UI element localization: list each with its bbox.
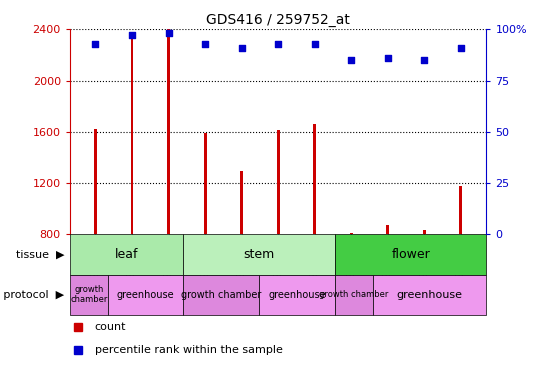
Point — [456, 45, 465, 51]
Bar — [183, 234, 335, 274]
Point — [91, 41, 100, 46]
Bar — [94, 129, 97, 337]
Bar — [183, 274, 259, 315]
Bar — [70, 234, 183, 274]
Bar — [335, 234, 486, 274]
Bar — [203, 133, 206, 337]
Title: GDS416 / 259752_at: GDS416 / 259752_at — [206, 13, 350, 27]
Bar — [350, 233, 353, 337]
Text: greenhouse: greenhouse — [396, 290, 462, 300]
Point — [237, 45, 246, 51]
Point — [164, 30, 173, 36]
Bar — [167, 29, 170, 337]
Bar — [423, 231, 426, 337]
Bar — [70, 274, 108, 315]
Text: growth protocol  ▶: growth protocol ▶ — [0, 290, 64, 300]
Text: tissue  ▶: tissue ▶ — [16, 249, 64, 259]
Text: percentile rank within the sample: percentile rank within the sample — [95, 346, 283, 355]
Text: growth chamber: growth chamber — [319, 290, 389, 299]
Point — [420, 57, 429, 63]
Bar — [130, 36, 134, 337]
Text: greenhouse: greenhouse — [117, 290, 174, 300]
Bar — [386, 225, 389, 337]
Text: growth
chamber: growth chamber — [70, 285, 107, 305]
Text: greenhouse: greenhouse — [268, 290, 326, 300]
Point — [383, 55, 392, 61]
Bar — [459, 186, 462, 337]
Bar — [259, 274, 335, 315]
Point — [347, 57, 356, 63]
Bar — [240, 171, 243, 337]
Bar — [373, 274, 486, 315]
Text: count: count — [95, 322, 126, 332]
Point — [201, 41, 210, 46]
Text: growth chamber: growth chamber — [181, 290, 262, 300]
Text: stem: stem — [244, 248, 275, 261]
Bar — [335, 274, 373, 315]
Point — [310, 41, 319, 46]
Bar — [277, 130, 280, 337]
Bar — [313, 124, 316, 337]
Text: flower: flower — [391, 248, 430, 261]
Point — [274, 41, 283, 46]
Point — [127, 33, 136, 38]
Text: leaf: leaf — [115, 248, 139, 261]
Bar — [108, 274, 183, 315]
